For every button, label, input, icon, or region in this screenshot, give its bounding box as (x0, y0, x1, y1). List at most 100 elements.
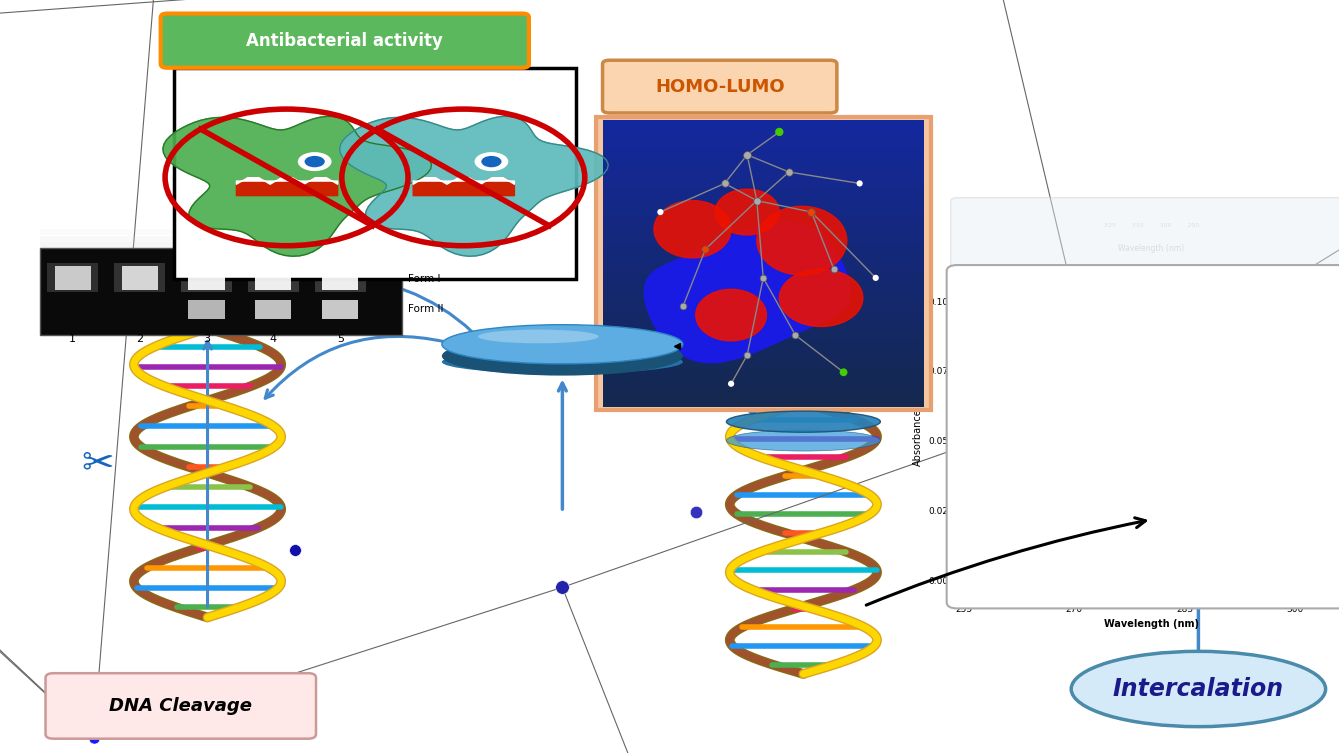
Bar (603, 177, 924, 187)
Polygon shape (779, 270, 862, 327)
Circle shape (474, 152, 509, 171)
Bar (603, 263, 924, 273)
Bar (315, 264, 366, 292)
FancyBboxPatch shape (596, 117, 931, 410)
Text: DNA Cleavage: DNA Cleavage (110, 697, 252, 715)
Bar (603, 310, 924, 321)
Point (865, 272, 886, 284)
Ellipse shape (726, 430, 880, 451)
Point (849, 178, 870, 190)
Point (769, 126, 790, 138)
Text: 1: 1 (70, 334, 76, 344)
Text: Form I: Form I (408, 274, 441, 284)
Polygon shape (644, 221, 850, 363)
Text: HOMO-LUMO: HOMO-LUMO (655, 78, 785, 96)
Bar (256, 300, 292, 319)
Point (753, 272, 774, 284)
Point (736, 349, 758, 361)
Text: Form II: Form II (408, 304, 445, 314)
Bar (40, 218, 402, 248)
Polygon shape (340, 117, 608, 256)
Bar (603, 396, 924, 407)
Bar (40, 229, 402, 235)
Point (778, 166, 799, 178)
Bar (40, 248, 402, 335)
Ellipse shape (442, 337, 683, 376)
Bar (114, 264, 165, 292)
Bar (189, 300, 225, 319)
Bar (603, 224, 924, 235)
Point (284, 130, 305, 142)
Bar (603, 148, 924, 159)
Bar (603, 330, 924, 340)
Bar (603, 196, 924, 206)
Bar (603, 253, 924, 264)
Bar (603, 320, 924, 331)
FancyBboxPatch shape (603, 60, 837, 113)
Bar (40, 242, 402, 248)
Bar (603, 282, 924, 292)
Bar (603, 139, 924, 149)
Bar (603, 120, 924, 130)
Bar (603, 167, 924, 178)
Text: ✂: ✂ (82, 444, 114, 482)
Circle shape (304, 156, 325, 167)
Polygon shape (653, 200, 731, 258)
FancyBboxPatch shape (161, 14, 529, 68)
Point (833, 366, 854, 378)
Bar (603, 187, 924, 197)
Bar (174, 68, 576, 279)
Bar (181, 264, 232, 292)
Bar (603, 244, 924, 254)
Circle shape (481, 156, 502, 167)
Point (686, 506, 707, 518)
Point (649, 206, 671, 218)
Bar (323, 300, 359, 319)
Bar (248, 264, 299, 292)
Bar (256, 266, 292, 290)
Ellipse shape (478, 330, 599, 343)
Bar (603, 349, 924, 359)
Text: Intercalation: Intercalation (1113, 677, 1284, 701)
Text: 2: 2 (137, 334, 143, 344)
Bar (603, 215, 924, 225)
Ellipse shape (442, 325, 683, 364)
Ellipse shape (442, 350, 683, 373)
FancyBboxPatch shape (951, 198, 1339, 275)
Bar (603, 358, 924, 368)
FancyBboxPatch shape (947, 265, 1339, 608)
Point (695, 243, 716, 255)
Bar (603, 387, 924, 397)
Ellipse shape (1071, 651, 1326, 727)
Bar (47, 264, 98, 292)
Bar (603, 377, 924, 388)
Text: Wavelength (nm): Wavelength (nm) (1118, 244, 1185, 253)
Point (746, 194, 767, 206)
FancyBboxPatch shape (46, 673, 316, 739)
Point (801, 206, 822, 218)
Polygon shape (163, 117, 431, 256)
Polygon shape (757, 206, 846, 275)
Point (714, 178, 735, 190)
Bar (40, 236, 402, 242)
Bar (603, 367, 924, 378)
Bar (603, 339, 924, 349)
Bar (603, 206, 924, 216)
Point (552, 581, 573, 593)
Text: 3: 3 (204, 334, 210, 344)
Bar (122, 266, 158, 290)
Text: 325        310        300        290: 325 310 300 290 (1103, 224, 1200, 228)
Point (1087, 393, 1109, 405)
Bar (603, 291, 924, 302)
Text: 4: 4 (269, 334, 277, 344)
Circle shape (297, 152, 332, 171)
Point (672, 300, 694, 312)
Polygon shape (715, 189, 779, 235)
Ellipse shape (726, 411, 880, 432)
Bar (603, 130, 924, 139)
Bar (603, 234, 924, 245)
Point (83, 732, 104, 744)
Point (720, 378, 742, 390)
Point (736, 149, 758, 161)
Bar (603, 273, 924, 282)
